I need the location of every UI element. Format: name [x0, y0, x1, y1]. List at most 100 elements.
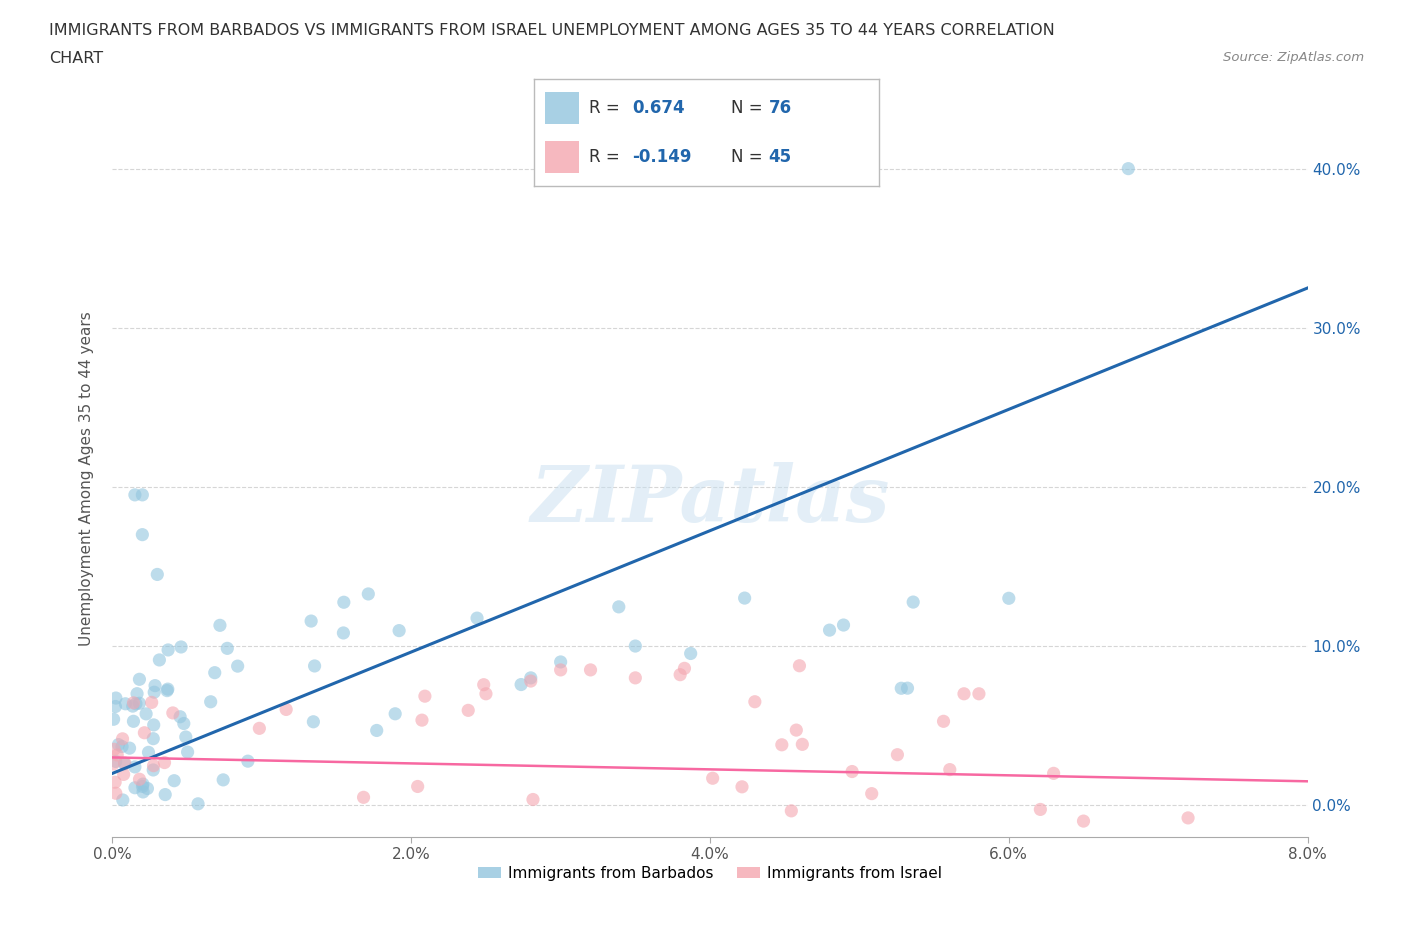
- Point: [522, 792, 544, 807]
- Point: [841, 764, 863, 779]
- Point: [125, 697, 148, 711]
- Point: [669, 667, 692, 682]
- Point: [141, 695, 163, 710]
- Point: [136, 781, 159, 796]
- Point: [734, 591, 756, 605]
- Point: [624, 639, 647, 654]
- Point: [1042, 766, 1064, 781]
- Point: [103, 711, 125, 726]
- Point: [299, 614, 322, 629]
- Point: [125, 686, 148, 701]
- Point: [792, 737, 814, 751]
- Point: [818, 623, 841, 638]
- Point: [550, 655, 572, 670]
- Point: [146, 567, 169, 582]
- Point: [953, 686, 976, 701]
- Point: [624, 671, 647, 685]
- Point: [770, 737, 793, 752]
- Point: [155, 787, 177, 802]
- Text: 45: 45: [769, 148, 792, 166]
- Point: [353, 790, 375, 804]
- Point: [103, 742, 125, 757]
- Point: [332, 626, 354, 641]
- Point: [472, 677, 495, 692]
- Point: [457, 703, 479, 718]
- Point: [143, 678, 166, 693]
- Point: [1029, 802, 1052, 817]
- Point: [153, 755, 176, 770]
- Point: [124, 780, 146, 795]
- Text: ZIPatlas: ZIPatlas: [530, 462, 890, 538]
- Point: [304, 658, 326, 673]
- Point: [156, 682, 179, 697]
- Point: [142, 717, 165, 732]
- Point: [114, 697, 136, 711]
- Point: [162, 706, 184, 721]
- Point: [104, 699, 127, 714]
- Point: [901, 594, 924, 609]
- Point: [132, 785, 155, 800]
- Point: [124, 760, 146, 775]
- Point: [174, 729, 197, 744]
- Point: [607, 600, 630, 615]
- Point: [679, 646, 702, 661]
- Text: CHART: CHART: [49, 51, 103, 66]
- Point: [384, 707, 406, 722]
- Text: Source: ZipAtlas.com: Source: ZipAtlas.com: [1223, 51, 1364, 64]
- Text: 0.674: 0.674: [633, 99, 685, 117]
- Point: [550, 662, 572, 677]
- FancyBboxPatch shape: [544, 141, 579, 173]
- Point: [780, 804, 803, 818]
- FancyBboxPatch shape: [544, 92, 579, 124]
- Point: [142, 731, 165, 746]
- Point: [131, 487, 153, 502]
- Legend: Immigrants from Barbados, Immigrants from Israel: Immigrants from Barbados, Immigrants fro…: [471, 859, 949, 886]
- Point: [932, 714, 955, 729]
- Point: [1073, 814, 1095, 829]
- Text: R =: R =: [589, 148, 626, 166]
- Point: [142, 763, 165, 777]
- Point: [124, 487, 146, 502]
- Point: [187, 796, 209, 811]
- Point: [101, 757, 124, 772]
- Point: [579, 662, 602, 677]
- Point: [107, 737, 129, 752]
- Point: [520, 671, 543, 685]
- Point: [148, 653, 170, 668]
- Point: [142, 758, 165, 773]
- Point: [411, 712, 433, 727]
- Point: [475, 686, 498, 701]
- Point: [143, 684, 166, 699]
- Text: R =: R =: [589, 99, 626, 117]
- Point: [163, 773, 186, 788]
- Point: [890, 681, 912, 696]
- Point: [135, 707, 157, 722]
- Point: [510, 677, 533, 692]
- Point: [896, 681, 918, 696]
- Point: [208, 618, 231, 632]
- Point: [128, 671, 150, 686]
- Point: [860, 786, 883, 801]
- Point: [886, 747, 908, 762]
- Point: [247, 721, 270, 736]
- Point: [122, 714, 145, 729]
- Point: [1118, 161, 1140, 176]
- Point: [173, 716, 195, 731]
- Point: [217, 641, 239, 656]
- Point: [134, 725, 156, 740]
- Point: [702, 771, 724, 786]
- Y-axis label: Unemployment Among Ages 35 to 44 years: Unemployment Among Ages 35 to 44 years: [79, 312, 94, 646]
- Point: [939, 763, 962, 777]
- Point: [200, 695, 222, 710]
- Point: [366, 723, 388, 737]
- Point: [744, 695, 766, 710]
- Point: [131, 527, 153, 542]
- Point: [1177, 810, 1199, 825]
- Point: [204, 665, 226, 680]
- Point: [111, 739, 134, 754]
- Point: [357, 587, 380, 602]
- Point: [104, 691, 127, 706]
- Point: [302, 714, 325, 729]
- Point: [406, 779, 429, 794]
- Point: [121, 698, 143, 713]
